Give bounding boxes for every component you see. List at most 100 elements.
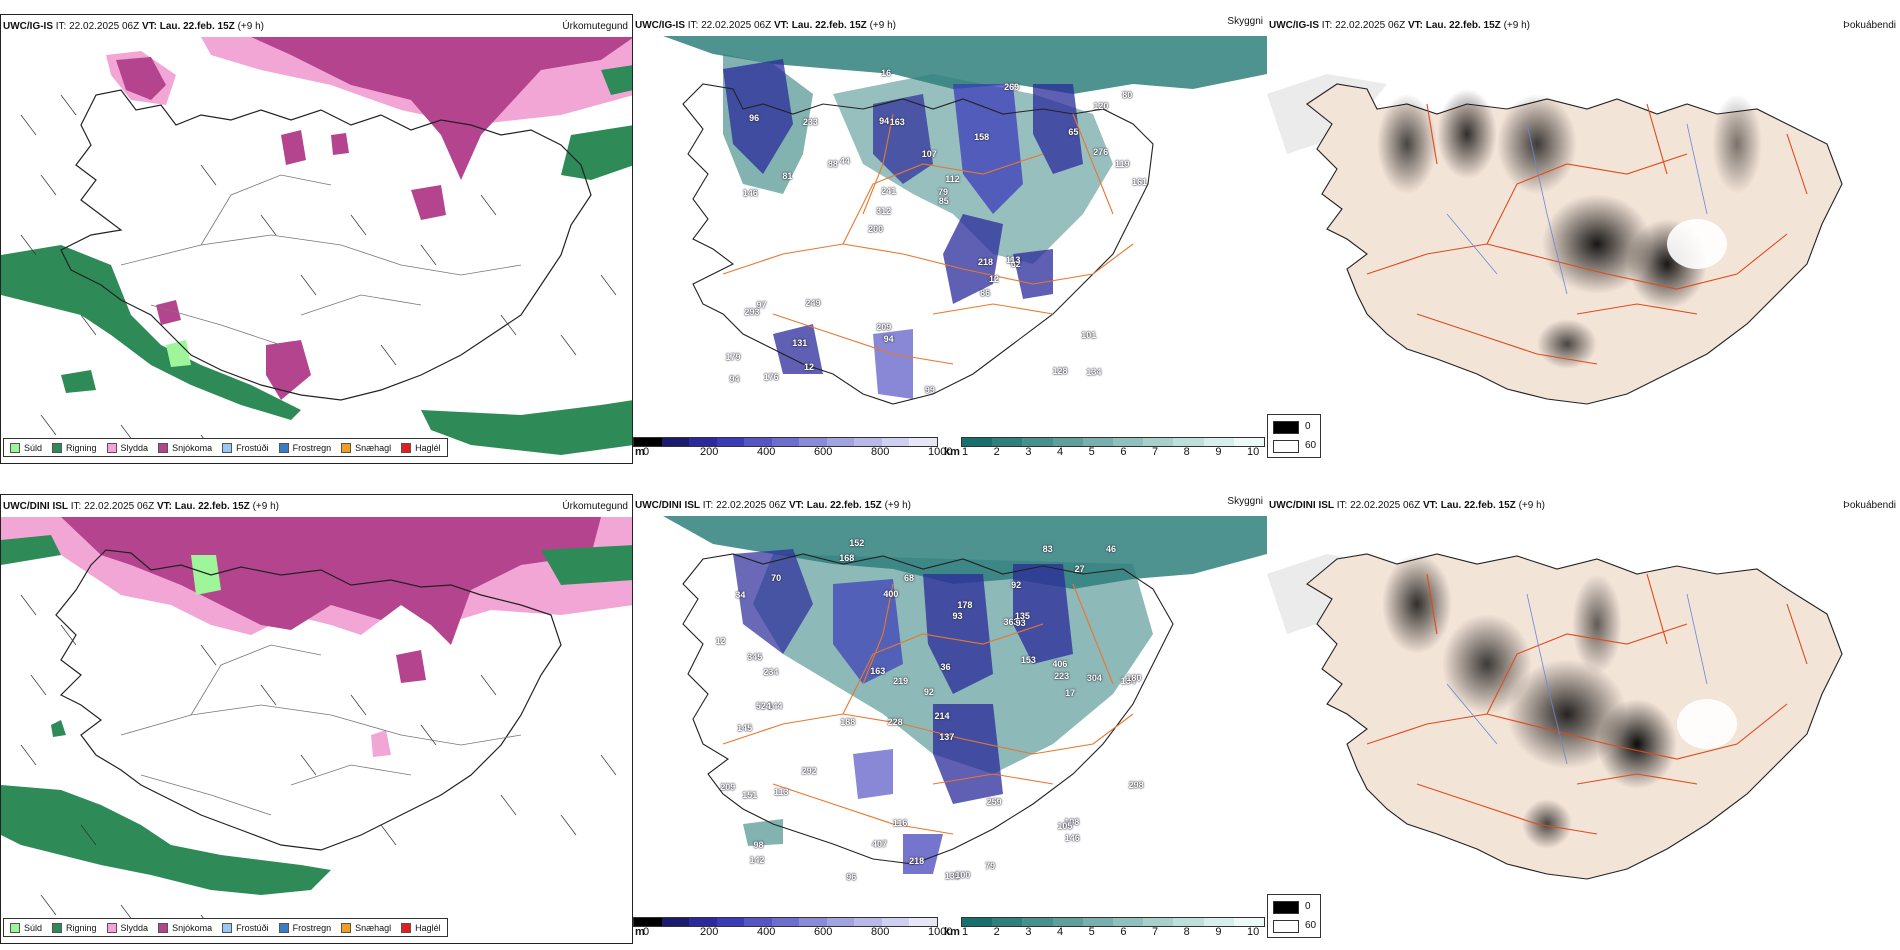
cloud-base-label: 92	[1011, 579, 1022, 590]
visibility-swatch	[992, 438, 1023, 446]
cloud-base-label: 120	[1093, 101, 1109, 112]
cloud-visibility-panel-bottom: UWC/DINI ISL IT: 22.02.2025 06Z VT: Lau.…	[633, 494, 1267, 944]
visibility-swatch	[1113, 918, 1144, 926]
visibility-swatch	[962, 918, 993, 926]
cloud-base-label: 119	[1114, 159, 1130, 170]
cloud-base-label: 65	[1068, 126, 1079, 137]
cloud-base-label: 128	[1052, 366, 1068, 377]
visibility-unit: km	[944, 446, 960, 458]
legend-label: Slydda	[120, 442, 149, 453]
cloud-base-label: 16	[881, 67, 892, 78]
it-label: IT:	[1336, 500, 1348, 511]
panel-header: UWC/DINI ISL IT: 22.02.2025 06Z VT: Lau.…	[3, 501, 279, 512]
cloud-base-swatch	[689, 438, 717, 446]
visibility-swatch	[962, 438, 993, 446]
model-name: UWC/DINI ISL	[635, 500, 700, 511]
model-name: UWC/IG-IS	[3, 21, 53, 32]
legend-label: Rigning	[66, 922, 97, 933]
visibility-swatch	[1233, 438, 1265, 446]
cloud-base-label: 96	[846, 871, 857, 882]
tick-label: 200	[700, 446, 719, 458]
cloud-base-label: 101	[1081, 329, 1097, 340]
panel-header: UWC/DINI ISL IT: 22.02.2025 06Z VT: Lau.…	[1269, 500, 1545, 511]
cloud-base-label: 93	[1015, 617, 1026, 628]
cloud-base-label: 406	[1052, 658, 1068, 669]
cloud-base-label: 135	[1014, 610, 1030, 621]
cloud-base-label: 113	[1005, 254, 1021, 265]
legend-item: Slydda	[106, 922, 148, 933]
vt-label: VT:	[156, 501, 172, 512]
legend-swatch	[52, 922, 63, 933]
cloud-base-label: 99	[924, 385, 935, 396]
legend-label: Rigning	[66, 442, 97, 453]
cloud-base-label: 12	[804, 362, 815, 373]
precip-map	[1, 517, 632, 936]
cloud-base-label: 94	[729, 373, 740, 384]
legend-swatch	[158, 442, 169, 453]
fog-map	[1267, 74, 1843, 405]
cloud-base-swatch	[799, 918, 827, 926]
cloud-base-swatch	[881, 438, 910, 446]
cloud-base-label: 81	[782, 170, 793, 181]
lead-time: (+9 h)	[1503, 20, 1530, 31]
cloud-visibility-map	[663, 516, 1267, 874]
cloud-base-label: 524	[755, 701, 771, 712]
lead-time: (+9 h)	[252, 501, 279, 512]
cloud-base-swatch	[826, 918, 855, 926]
lead-time: (+9 h)	[1518, 500, 1545, 511]
cloud-base-swatch	[634, 438, 662, 446]
cloud-base-swatch	[854, 918, 882, 926]
legend-item: Snjókoma	[158, 442, 212, 453]
cloud-base-label: 200	[868, 224, 884, 235]
legend-item: Snæhagl	[341, 442, 391, 453]
legend-swatch	[52, 442, 63, 453]
cloud-visibility-panel-top: UWC/IG-IS IT: 22.02.2025 06Z VT: Lau. 22…	[633, 14, 1267, 464]
legend-swatch	[222, 922, 233, 933]
vt-label: VT:	[141, 21, 157, 32]
cloud-base-label: 142	[749, 855, 765, 866]
cloud-base-label: 135	[944, 871, 960, 882]
cloud-base-swatch	[909, 438, 938, 446]
panel-header: UWC/DINI ISL IT: 22.02.2025 06Z VT: Lau.…	[635, 500, 911, 511]
tick-label: 3	[1025, 446, 1032, 458]
visibility-swatch	[1022, 918, 1053, 926]
cloud-base-colorbar	[633, 437, 938, 447]
panel-title: Úrkomutegund	[562, 21, 628, 32]
cloud-base-label: 214	[934, 711, 950, 722]
legend-item: Snæhagl	[341, 922, 391, 933]
cloud-base-label: 269	[1004, 81, 1020, 92]
fog-panel-bottom: UWC/DINI ISL IT: 22.02.2025 06Z VT: Lau.…	[1267, 494, 1900, 944]
legend-label: Frostúði	[236, 442, 269, 453]
it-label: IT:	[70, 501, 82, 512]
cloud-base-label: 176	[763, 372, 779, 383]
cloud-base-label: 131	[792, 337, 808, 348]
visibility-swatch	[1143, 918, 1174, 926]
cloud-base-label: 88	[827, 158, 838, 169]
vt-value: Lau. 22.feb. 15Z	[174, 501, 250, 512]
visibility-colorbar	[961, 917, 1265, 927]
it-value: 22.02.2025 06Z	[84, 501, 155, 512]
visibility-colorbar	[961, 437, 1265, 447]
legend-item: Frostúði	[222, 922, 269, 933]
cloud-base-label: 345	[747, 651, 763, 662]
precip-legend: Súld Rigning Slydda Snjókoma Frostúði Fr…	[3, 918, 448, 937]
cloud-base-swatch	[881, 918, 910, 926]
visibility-swatch	[1173, 438, 1204, 446]
fog-swatch	[1273, 920, 1299, 933]
fog-panel-top: UWC/IG-IS IT: 22.02.2025 06Z VT: Lau. 22…	[1267, 14, 1900, 464]
visibility-swatch	[1233, 918, 1265, 926]
cloud-base-swatch	[744, 918, 772, 926]
tick-label: 1	[962, 926, 969, 938]
legend-item: Rigning	[52, 442, 97, 453]
it-value: 22.02.2025 06Z	[1350, 500, 1421, 511]
legend-label: Snjókoma	[172, 922, 213, 933]
cloud-base-label: 218	[977, 256, 994, 267]
fog-swatch	[1273, 421, 1299, 434]
precip-map	[1, 37, 632, 456]
vt-label: VT:	[773, 20, 789, 31]
tick-label: 600	[814, 926, 833, 938]
fog-swatch	[1273, 440, 1299, 453]
fog-label: 0	[1305, 421, 1311, 432]
cloud-base-label: 400	[883, 588, 899, 599]
tick-label: 0	[643, 926, 650, 938]
